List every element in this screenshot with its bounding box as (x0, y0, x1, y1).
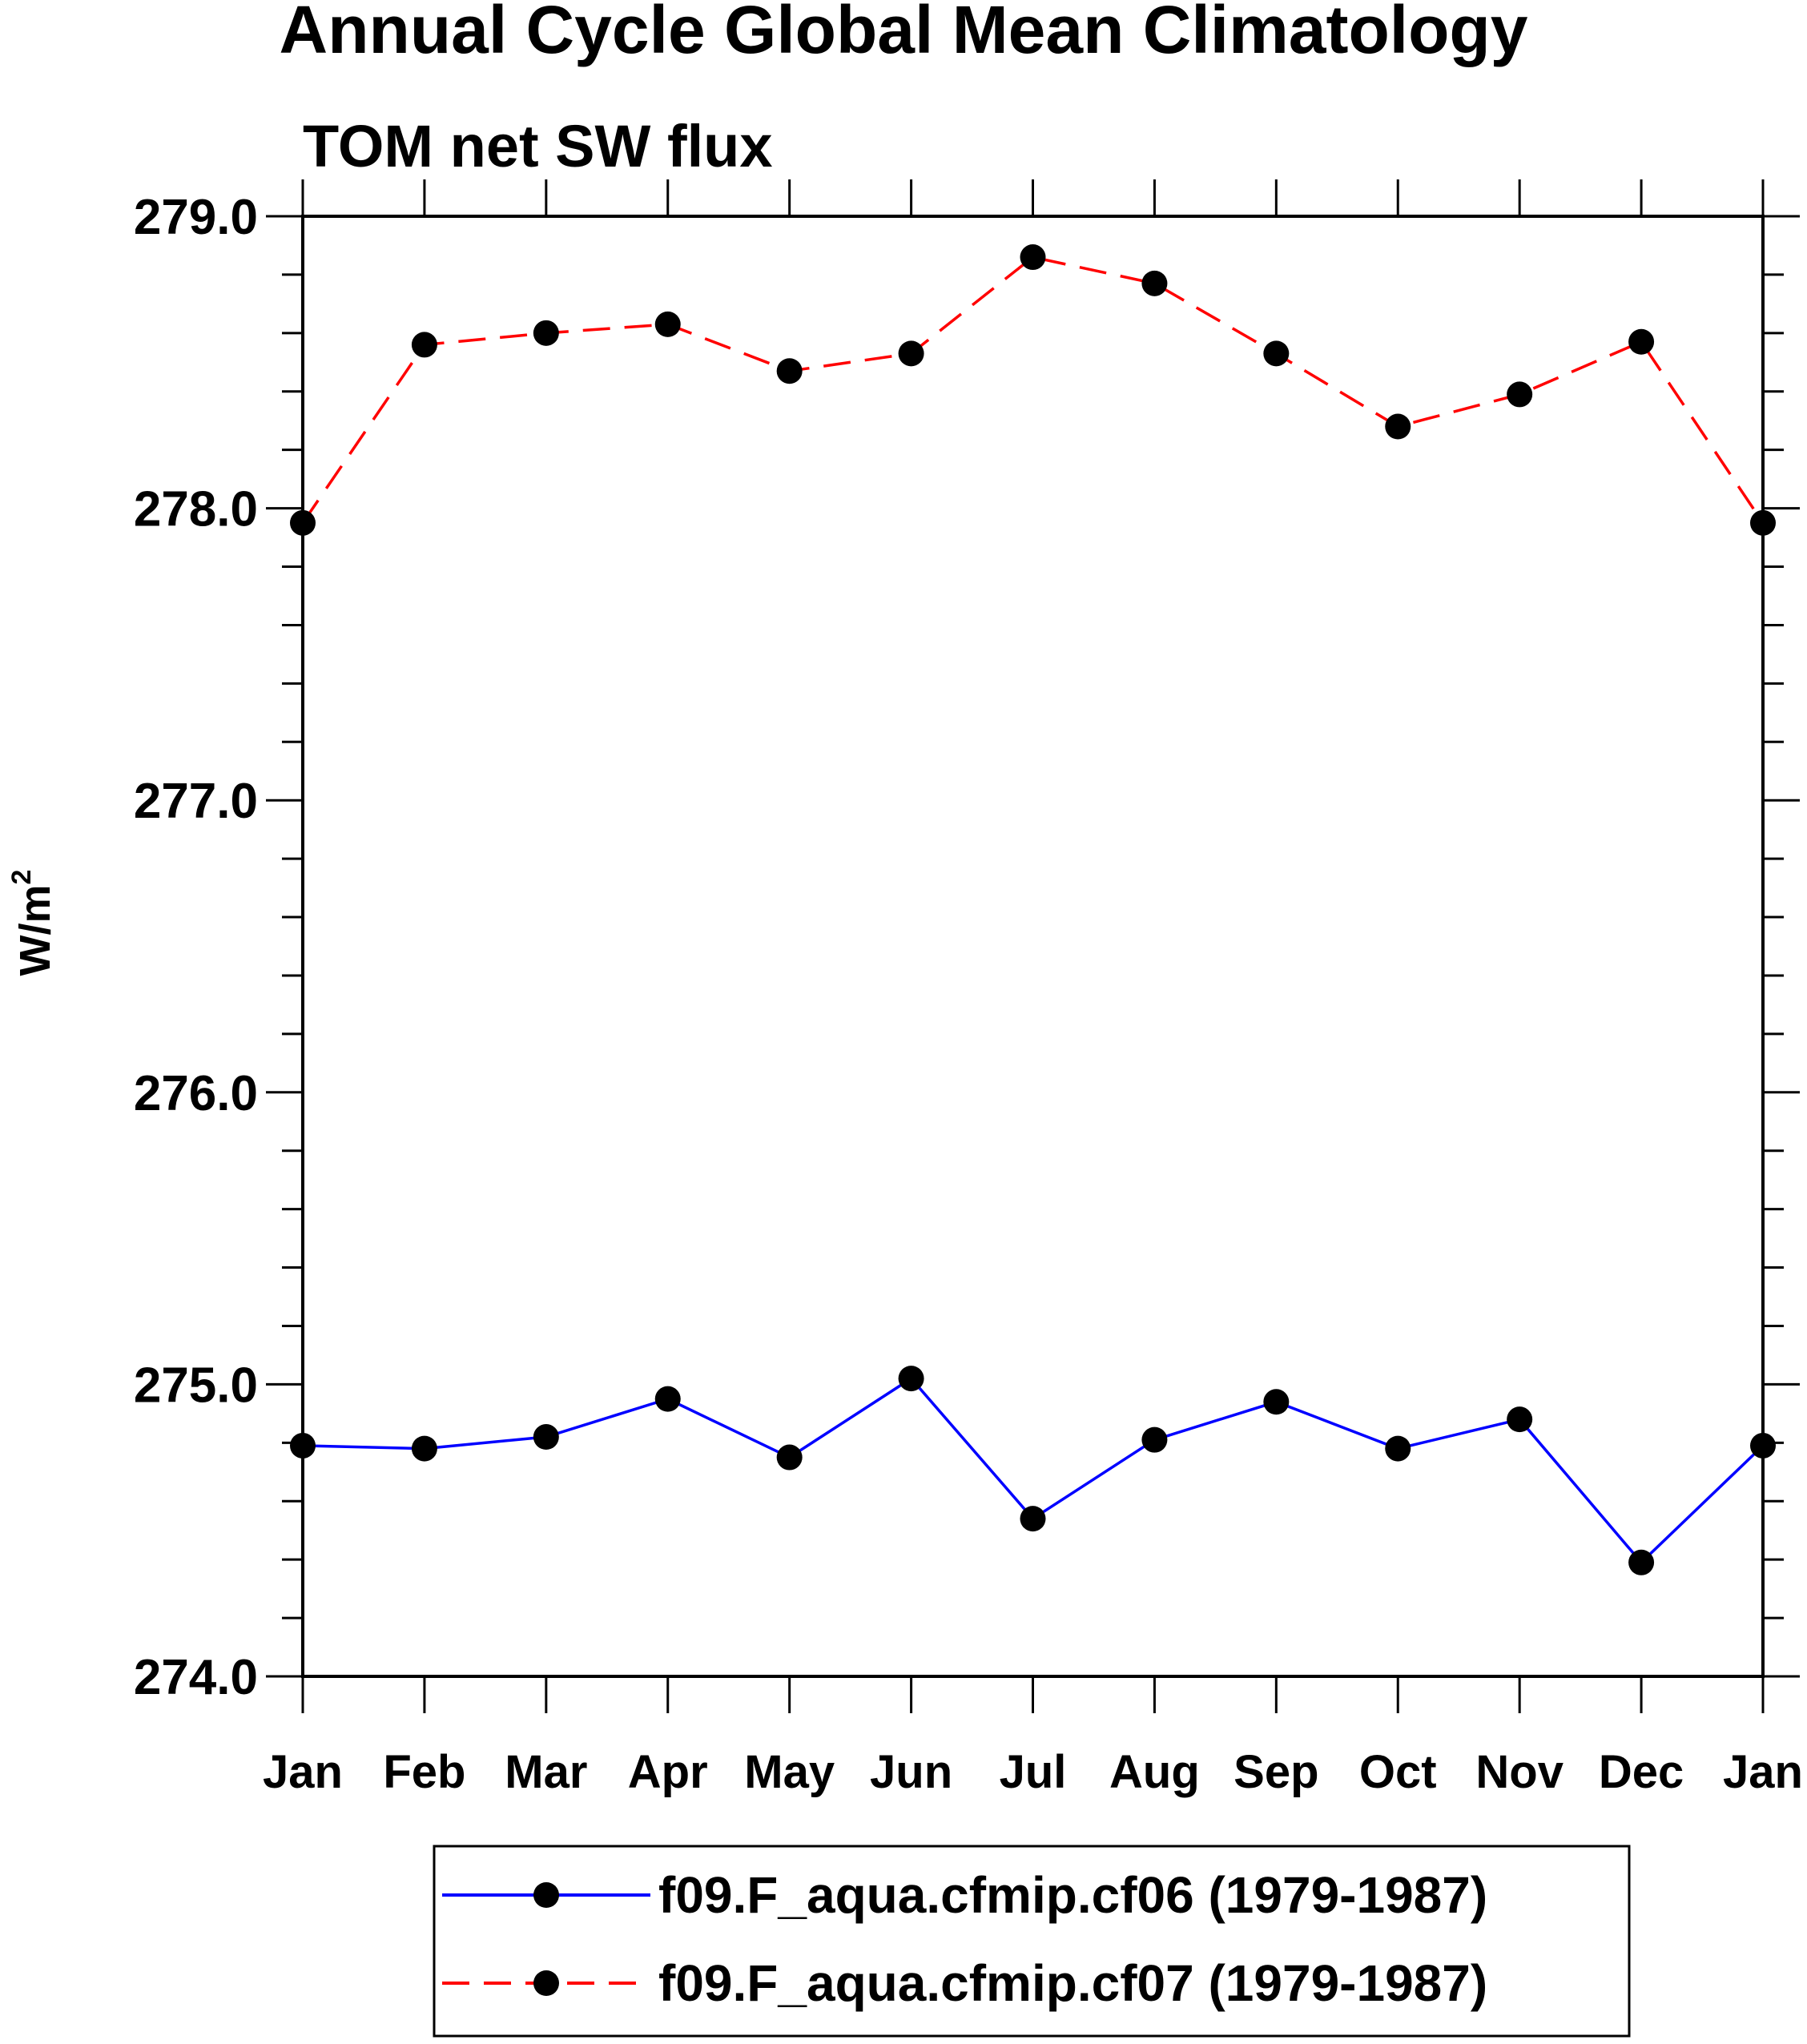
axis-ticks (266, 179, 1800, 1713)
series-1-point (411, 332, 437, 358)
series-0-point (533, 1424, 559, 1451)
series-0-point (411, 1435, 437, 1462)
x-tick-label: Mar (505, 1746, 587, 1798)
legend: f09.F_aqua.cfmip.cf06 (1979-1987) f09.F_… (433, 1845, 1631, 2038)
series-layer (290, 244, 1776, 1575)
x-tick-label: Jul (1000, 1746, 1067, 1798)
plot-frame (301, 215, 1765, 1678)
series-1-point (654, 311, 681, 337)
series-1-point (1507, 381, 1533, 408)
series-1-point (776, 358, 803, 384)
series-0-point (776, 1444, 803, 1471)
x-tick-label: Jan (263, 1746, 343, 1798)
legend-label-cf07: f09.F_aqua.cfmip.cf07 (1979-1987) (658, 1954, 1487, 2012)
y-tick-label: 278.0 (134, 482, 258, 537)
x-tick-label: Jun (870, 1746, 952, 1798)
x-tick-label: Sep (1234, 1746, 1318, 1798)
series-1-point (1628, 328, 1655, 355)
chart-subtitle: TOM net SW flux (303, 113, 773, 179)
series-0-point (1263, 1389, 1290, 1415)
series-1-point (898, 340, 924, 367)
legend-box (433, 1845, 1631, 2038)
series-0-point (290, 1432, 316, 1459)
y-tick-label: 274.0 (134, 1650, 258, 1705)
legend-marker-cf06 (533, 1882, 559, 1908)
x-tick-label: Nov (1475, 1746, 1564, 1798)
y-axis-label-base: W/m (11, 884, 59, 976)
x-tick-label: Oct (1359, 1746, 1437, 1798)
y-tick-label: 277.0 (134, 774, 258, 829)
chart-title: Annual Cycle Global Mean Climatology (280, 0, 1528, 67)
series-1-point (290, 509, 316, 536)
legend-label-cf06: f09.F_aqua.cfmip.cf06 (1979-1987) (658, 1866, 1487, 1924)
x-tick-label: Feb (383, 1746, 465, 1798)
series-line-0 (302, 1376, 1765, 1565)
series-0-point (1385, 1435, 1411, 1462)
series-0-point (1628, 1549, 1655, 1575)
series-0-point (1750, 1432, 1776, 1459)
series-0-point (1020, 1506, 1046, 1532)
y-tick-label: 276.0 (134, 1066, 258, 1121)
y-tick-label: 275.0 (134, 1358, 258, 1413)
series-1-point (1263, 340, 1290, 367)
x-tick-label: Aug (1109, 1746, 1200, 1798)
series-line-1 (301, 256, 1765, 524)
y-axis-label: W/m2 (6, 870, 59, 976)
x-tick-label: May (744, 1746, 835, 1798)
legend-marker-cf07 (533, 1970, 559, 1996)
y-tick-labels: 274.0 275.0 276.0 277.0 278.0 279.0 (134, 190, 258, 1705)
series-0-point (1141, 1426, 1168, 1453)
series-1-point (533, 320, 559, 346)
series-1-point (1385, 413, 1411, 440)
series-0-point (1507, 1406, 1533, 1433)
series-0-point (654, 1386, 681, 1412)
y-axis-label-superscript: 2 (6, 870, 37, 885)
series-1-point (1141, 270, 1168, 296)
x-tick-label: Jan (1723, 1746, 1803, 1798)
series-1-point (1020, 244, 1046, 271)
x-tick-label: Dec (1599, 1746, 1684, 1798)
x-tick-labels: Jan Feb Mar Apr May Jun Jul Aug Sep Oct Nov Dec Jan (263, 1746, 1803, 1798)
y-tick-label: 279.0 (134, 190, 258, 245)
x-tick-label: Apr (628, 1746, 708, 1798)
series-1-point (1750, 509, 1776, 536)
series-0-point (898, 1366, 924, 1392)
